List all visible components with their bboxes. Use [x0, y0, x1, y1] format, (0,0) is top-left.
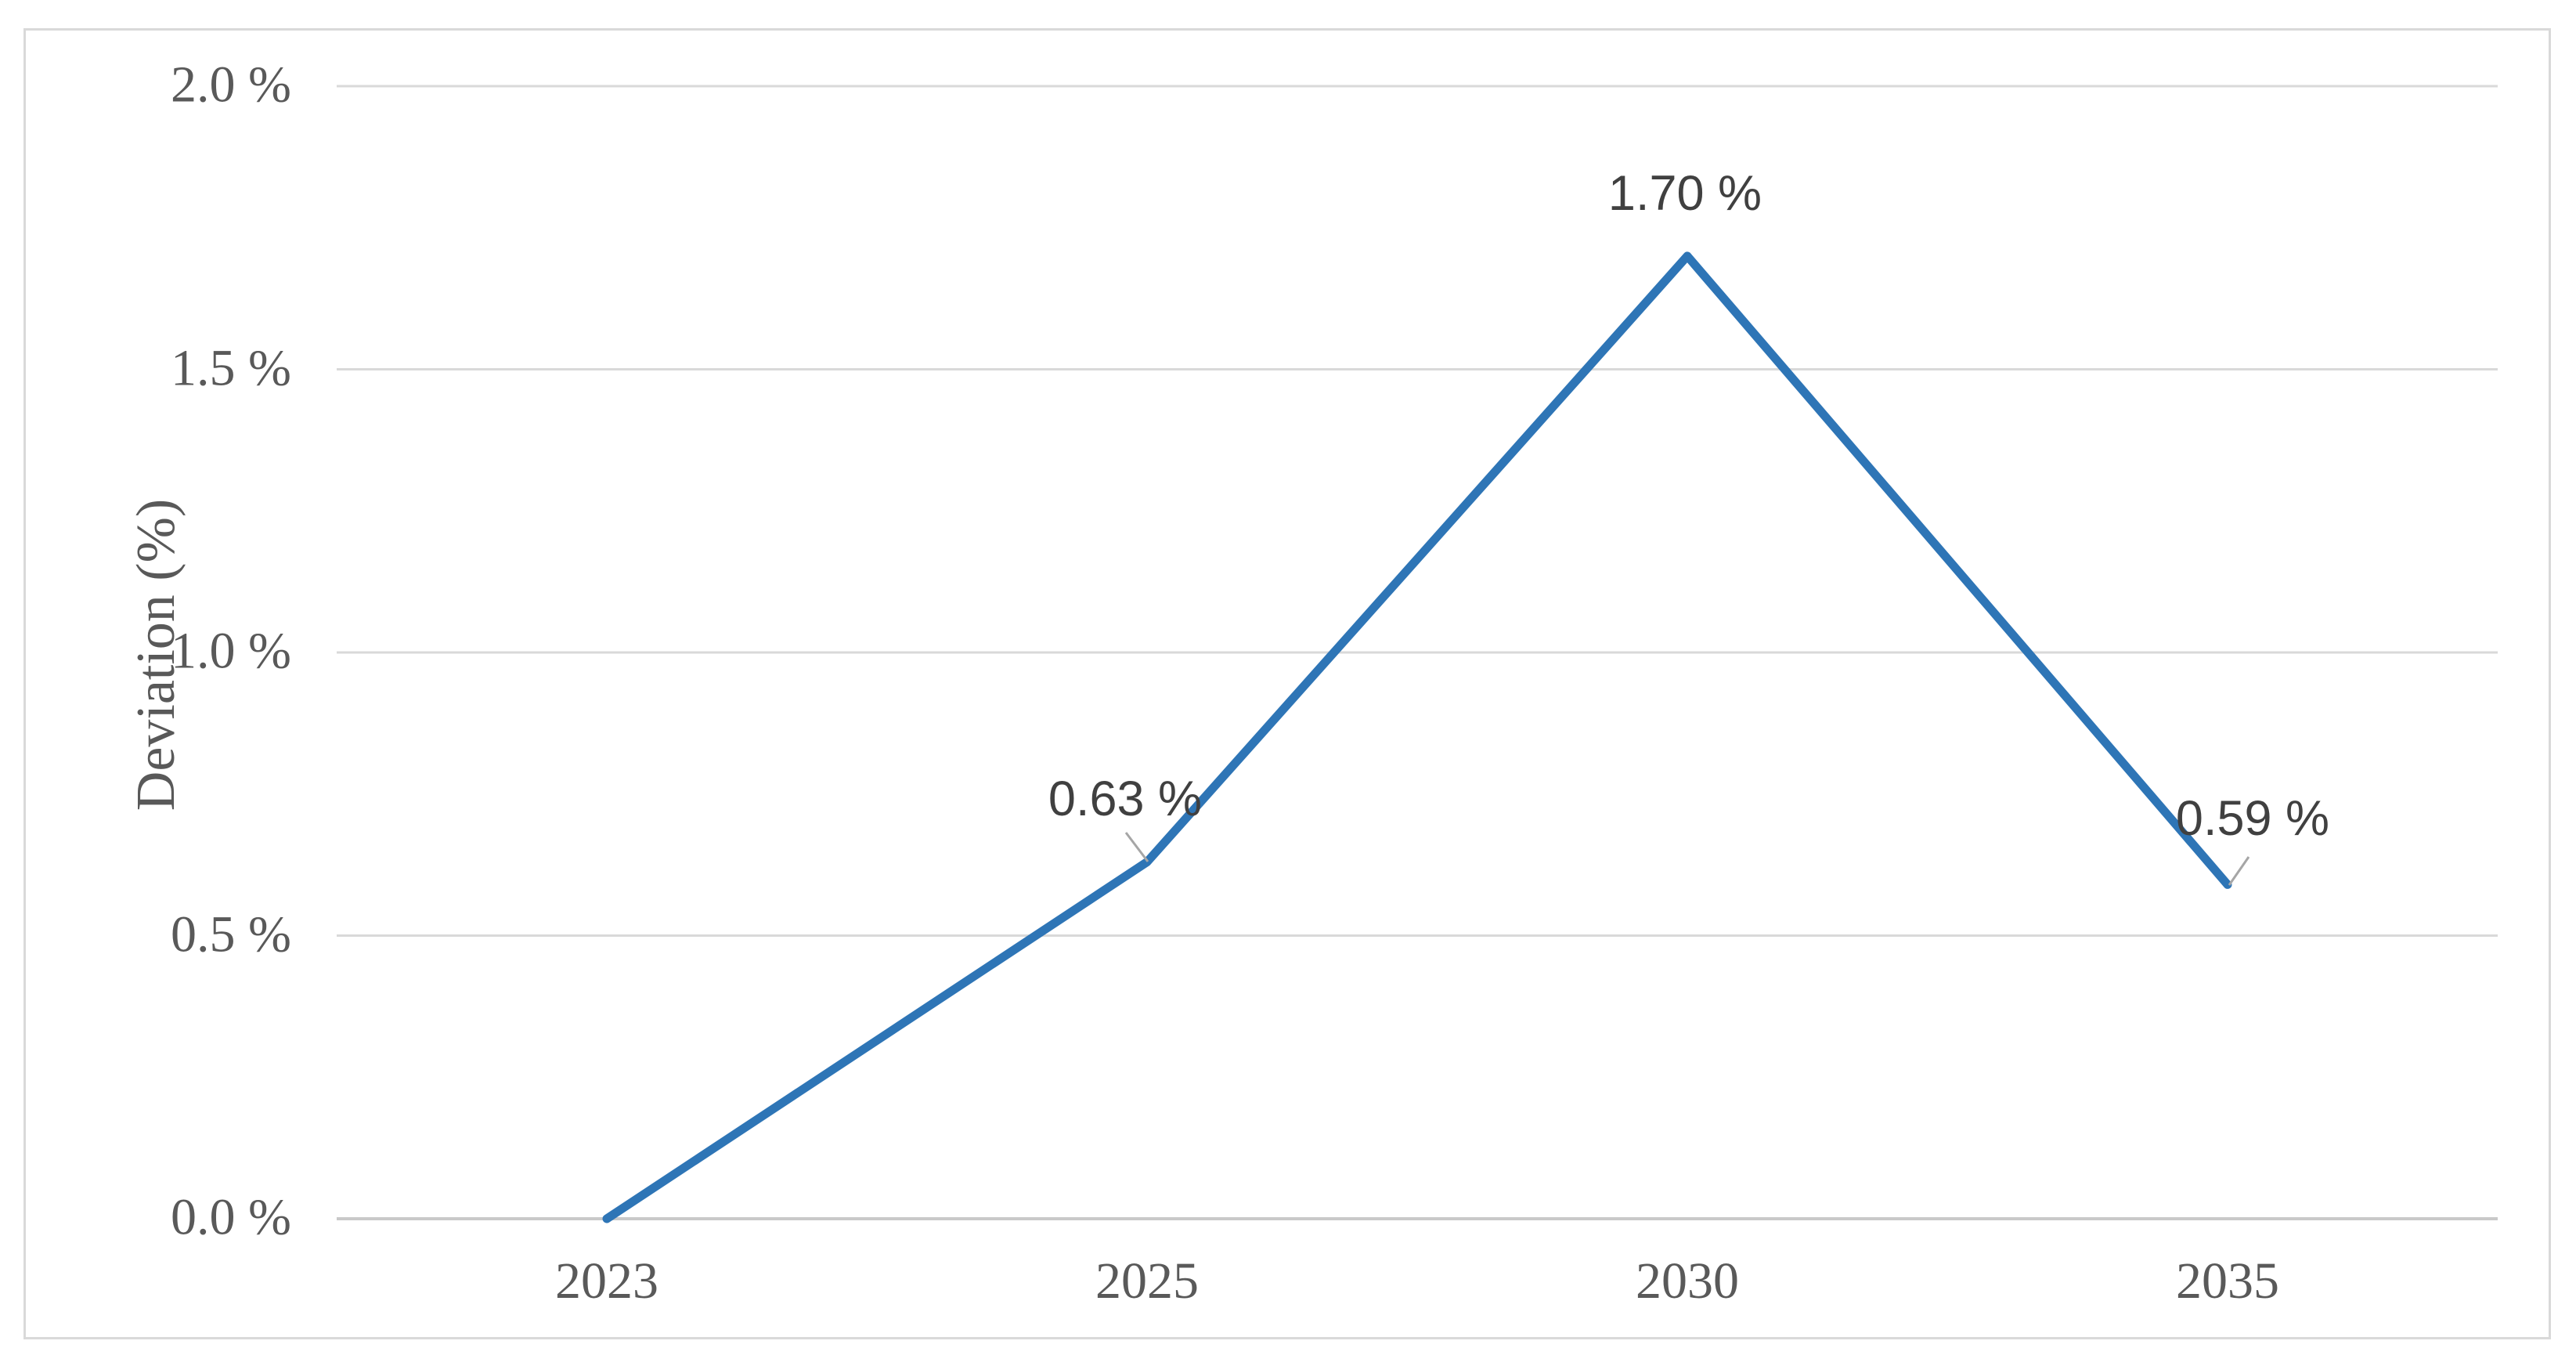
y-tick-label-0.0: 0.0 % — [171, 1188, 291, 1246]
data-label-2030: 1.70 % — [1607, 166, 1762, 221]
gridlines — [337, 85, 2498, 1220]
deviation-series-line — [602, 251, 2232, 1223]
x-tick-label-2030: 2030 — [1636, 1252, 1739, 1310]
y-tick-label-0.5: 0.5 % — [171, 905, 291, 963]
y-tick-label-1.0: 1.0 % — [171, 622, 291, 680]
chart-border — [23, 28, 2551, 1339]
leader-line-2025 — [1124, 832, 1149, 862]
y-tick-label-2.0: 2.0 % — [171, 56, 291, 114]
leader-line-2035 — [2228, 856, 2250, 886]
x-tick-label-2035: 2035 — [2176, 1252, 2279, 1310]
y-tick-label-1.5: 1.5 % — [171, 338, 291, 396]
data-label-2025: 0.63 % — [1048, 772, 1203, 826]
x-tick-label-2023: 2023 — [555, 1252, 658, 1310]
data-label-2035: 0.59 % — [2175, 791, 2330, 846]
x-tick-label-2025: 2025 — [1095, 1252, 1199, 1310]
